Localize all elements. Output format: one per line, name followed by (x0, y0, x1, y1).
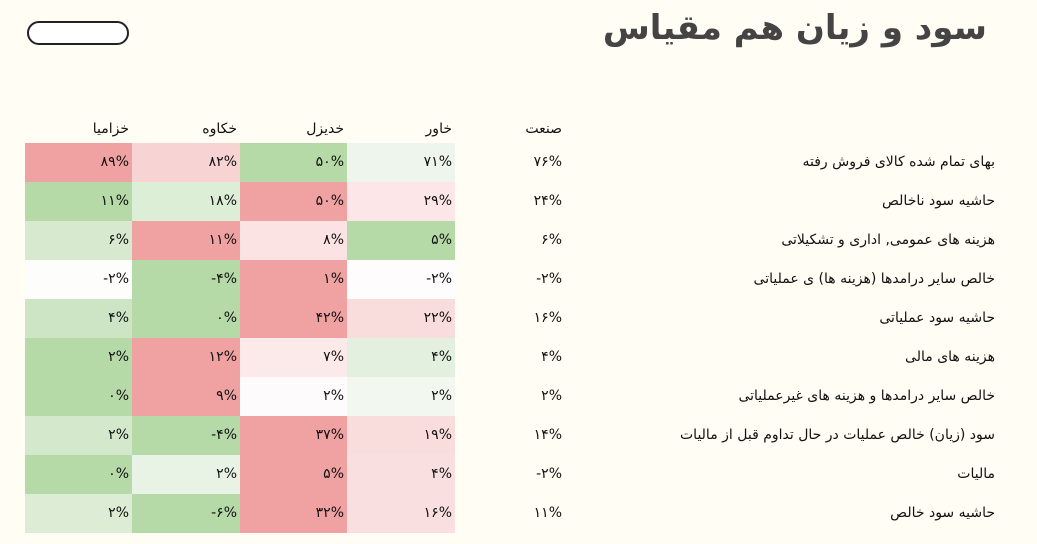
value-cell: -۴% (132, 416, 240, 455)
value-cell: ۱۹% (347, 416, 455, 455)
row-label: خالص سایر درامدها و هزینه های غیرعملیاتی (738, 388, 995, 404)
value-cell: ۱% (240, 260, 347, 299)
row-label: حاشیه سود ناخالص (882, 193, 995, 209)
value-cell: ۵۰% (240, 143, 347, 182)
value-cell: ۰% (132, 299, 240, 338)
value-cell: ۸۹% (25, 143, 132, 182)
value-cell: ۳۲% (240, 494, 347, 533)
value-cell: ۰% (25, 377, 132, 416)
industry-cell: ۱۶% (533, 310, 562, 326)
value-cell: -۶% (132, 494, 240, 533)
industry-cell: ۴% (541, 349, 562, 365)
column-header: خدیزل (306, 121, 344, 137)
value-cell: ۱۱% (25, 182, 132, 221)
column-header: خزامیا (92, 121, 129, 137)
row-label: هزینه های مالی (905, 349, 995, 365)
value-cell: ۷% (240, 338, 347, 377)
value-cell: -۲% (25, 260, 132, 299)
value-cell: ۴۲% (240, 299, 347, 338)
industry-cell: -۲% (536, 466, 562, 482)
industry-cell: ۷۶% (533, 154, 562, 170)
row-label: حاشیه سود خالص (890, 505, 995, 521)
value-cell: ۱۸% (132, 182, 240, 221)
column-header: صنعت (525, 121, 562, 137)
value-cell: ۸۲% (132, 143, 240, 182)
value-cell: -۴% (132, 260, 240, 299)
value-cell: ۴% (25, 299, 132, 338)
column-header: خاور (425, 121, 452, 137)
row-label: مالیات (957, 466, 995, 482)
value-cell: ۲۲% (347, 299, 455, 338)
value-cell: ۲% (25, 338, 132, 377)
value-cell: -۲% (347, 260, 455, 299)
industry-cell: -۲% (536, 271, 562, 287)
value-cell: ۵۰% (240, 182, 347, 221)
row-label: هزینه های عمومی, اداری و تشکیلاتی (781, 232, 995, 248)
value-cell: ۱۱% (132, 221, 240, 260)
value-cell: ۲% (347, 377, 455, 416)
value-cell: ۹% (132, 377, 240, 416)
toggle-button[interactable] (27, 21, 129, 45)
value-cell: ۴% (347, 455, 455, 494)
value-cell: ۷۱% (347, 143, 455, 182)
row-label: سود (زیان) خالص عملیات در حال تداوم قبل … (680, 427, 995, 443)
value-cell: ۴% (347, 338, 455, 377)
industry-cell: ۲% (541, 388, 562, 404)
value-cell: ۲% (240, 377, 347, 416)
value-cell: ۲% (25, 416, 132, 455)
value-cell: ۲% (25, 494, 132, 533)
industry-cell: ۲۴% (533, 193, 562, 209)
value-cell: ۱۲% (132, 338, 240, 377)
value-cell: ۲% (132, 455, 240, 494)
value-cell: ۶% (25, 221, 132, 260)
value-cell: ۳۷% (240, 416, 347, 455)
value-cell: ۰% (25, 455, 132, 494)
industry-cell: ۶% (541, 232, 562, 248)
value-cell: ۵% (240, 455, 347, 494)
row-label: بهای تمام شده کالای فروش رفته (802, 154, 996, 170)
row-label: حاشیه سود عملیاتی (879, 310, 995, 326)
row-label: خالص سایر درامدها (هزینه ها) ی عملیاتی (753, 271, 995, 287)
column-header: خکاوه (202, 121, 237, 137)
value-cell: ۸% (240, 221, 347, 260)
page-title: سود و زیان هم مقیاس (602, 8, 987, 48)
industry-cell: ۱۱% (533, 505, 562, 521)
value-cell: ۱۶% (347, 494, 455, 533)
industry-cell: ۱۴% (533, 427, 562, 443)
value-cell: ۲۹% (347, 182, 455, 221)
value-cell: ۵% (347, 221, 455, 260)
